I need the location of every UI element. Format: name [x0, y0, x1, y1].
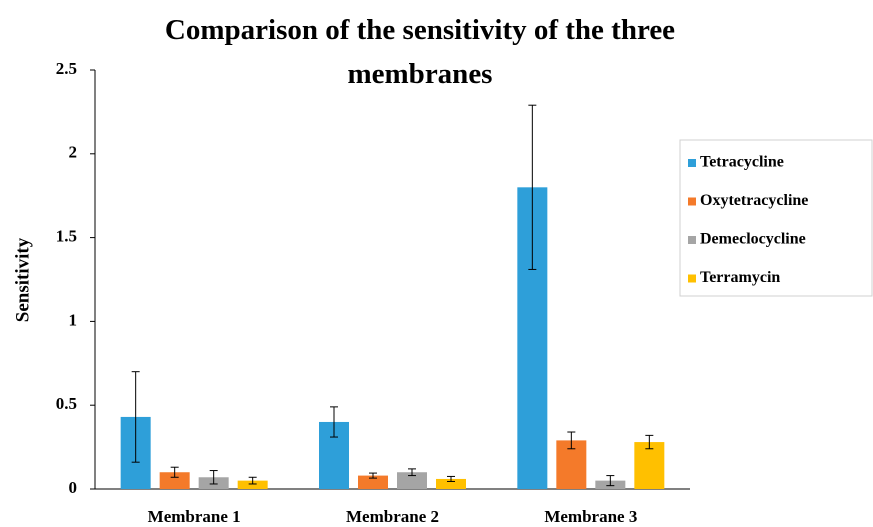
- legend-label: Oxytetracycline: [700, 192, 808, 209]
- y-tick-label: 0.5: [56, 394, 77, 413]
- bar: [436, 478, 466, 489]
- bar: [358, 475, 388, 489]
- bar: [159, 472, 190, 489]
- x-tick-label: Membrane 3: [544, 507, 637, 526]
- legend-label: Demeclocycline: [700, 231, 806, 248]
- legend-swatch: [688, 236, 696, 244]
- y-tick-label: 1: [69, 310, 78, 329]
- y-tick-label: 2.5: [56, 59, 77, 78]
- legend-swatch: [688, 159, 696, 167]
- legend-label: Tetracycline: [700, 154, 784, 171]
- legend-swatch: [688, 274, 696, 283]
- x-tick-label: Membrane 1: [148, 507, 241, 526]
- bar: [634, 442, 665, 489]
- legend-box: [679, 139, 873, 297]
- bar: [397, 472, 427, 489]
- legend-swatch: [688, 197, 696, 206]
- legend-label: Terramycin: [700, 269, 780, 286]
- y-axis-label: Sensitivity: [12, 237, 33, 322]
- x-tick-label: Membrane 2: [346, 507, 439, 526]
- y-tick-label: 2: [69, 143, 78, 162]
- chart-title: Comparison of the sensitivity of the thr…: [164, 14, 676, 90]
- y-tick-label: 0: [69, 478, 78, 497]
- y-tick-label: 1.5: [56, 227, 77, 246]
- bar: [237, 480, 268, 489]
